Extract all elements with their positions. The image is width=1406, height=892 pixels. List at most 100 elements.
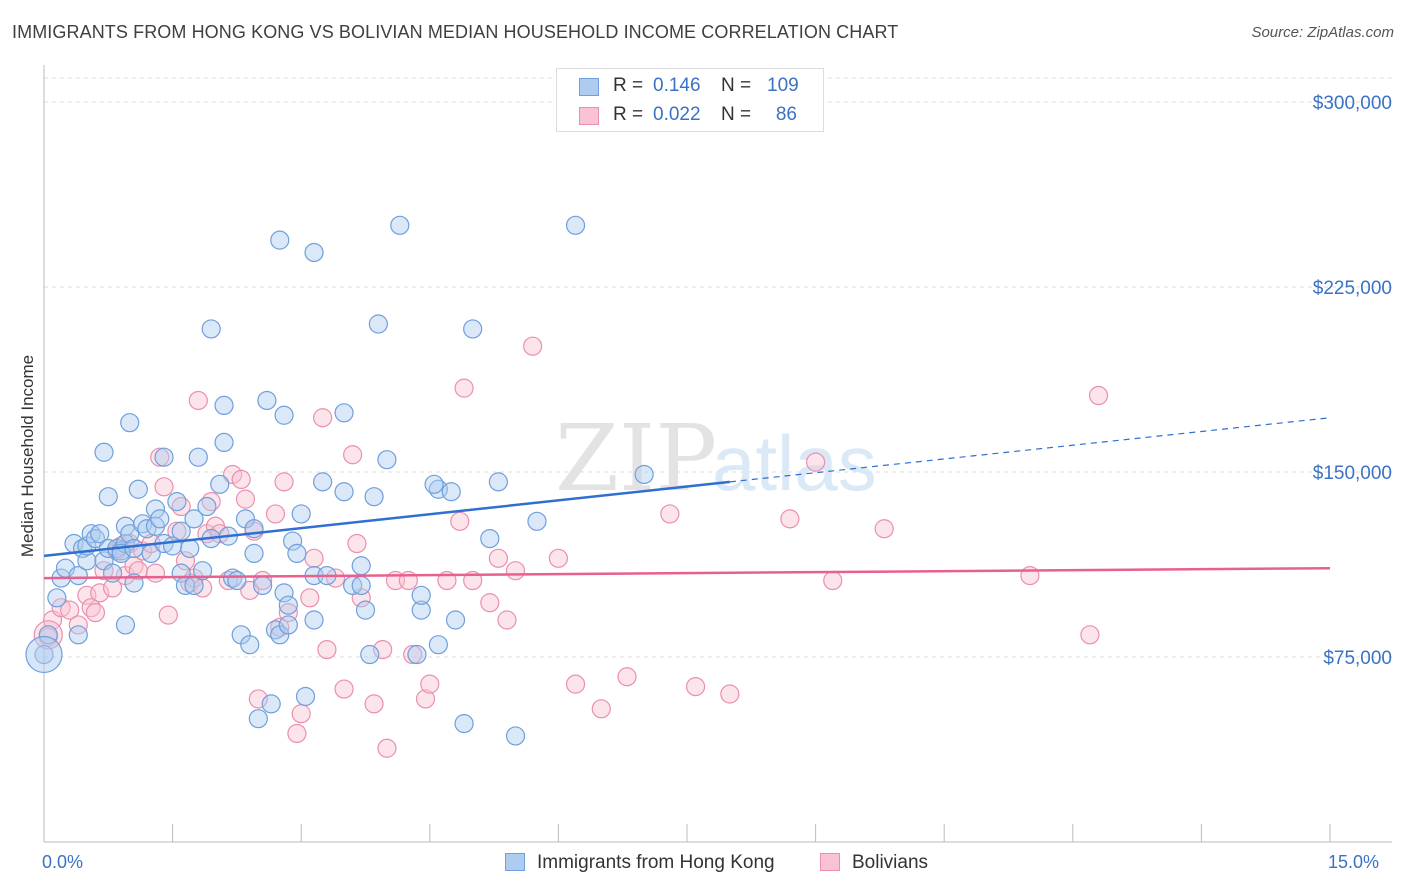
data-point — [450, 511, 470, 531]
data-point — [68, 615, 88, 635]
data-point — [377, 738, 397, 758]
data-point — [244, 543, 264, 564]
y-tick-label: $300,000 — [1313, 93, 1392, 114]
data-point — [685, 676, 706, 697]
data-point — [364, 487, 384, 507]
data-point — [85, 602, 106, 623]
trend-lines — [43, 417, 1331, 580]
data-point — [415, 689, 436, 709]
data-point — [823, 570, 843, 591]
data-point — [591, 699, 611, 719]
trend-line-hong-kong — [43, 480, 731, 558]
data-point — [480, 528, 500, 549]
data-point — [488, 548, 508, 568]
data-point — [334, 403, 354, 423]
bottom-legend-swatch-pink — [820, 853, 840, 871]
data-point — [343, 445, 363, 465]
data-point — [780, 509, 800, 529]
data-point — [454, 378, 474, 398]
data-point — [428, 635, 448, 655]
legend-row-bolivians: R = 0.022 N = 86 — [557, 100, 823, 130]
data-point — [445, 610, 466, 630]
watermark: ZIP atlas — [555, 405, 877, 512]
data-point — [565, 215, 586, 235]
data-point — [261, 694, 281, 714]
bottom-legend-swatch-blue — [505, 853, 525, 871]
data-point — [295, 686, 316, 707]
data-point — [407, 644, 427, 665]
data-point — [90, 524, 110, 544]
data-point — [454, 713, 474, 734]
data-point — [304, 242, 324, 263]
data-point — [287, 543, 307, 564]
data-point — [167, 521, 187, 541]
data-point — [304, 548, 324, 568]
legend-row-hong-kong: R = 0.146 N = 109 — [557, 71, 823, 101]
data-point — [527, 511, 547, 531]
data-point — [270, 230, 290, 250]
data-point — [150, 447, 170, 467]
legend-r-value: 0.146 — [653, 75, 701, 96]
data-point — [175, 551, 196, 571]
data-point — [360, 644, 380, 665]
chart-title: IMMIGRANTS FROM HONG KONG VS BOLIVIAN ME… — [12, 22, 899, 42]
x-tick-label-max: 15.0% — [1328, 852, 1380, 872]
x-tick-label-min: 0.0% — [42, 852, 84, 872]
data-point — [120, 413, 140, 433]
correlation-legend: R = 0.146 N = 109 R = 0.022 N = 86 — [556, 68, 824, 132]
data-point — [411, 600, 431, 620]
data-point — [68, 565, 88, 586]
data-point — [283, 531, 303, 551]
y-axis-title: Median Household Income — [18, 354, 37, 558]
trend-line-hong-kong-extension — [729, 417, 1331, 483]
data-point — [441, 482, 461, 502]
legend-r-label: R = — [613, 75, 644, 96]
data-point — [488, 472, 508, 492]
data-point — [102, 563, 123, 583]
data-point — [90, 583, 110, 603]
data-point — [1088, 385, 1109, 406]
data-point — [805, 452, 826, 472]
watermark-zip: ZIP — [555, 405, 717, 512]
data-point — [214, 432, 234, 452]
data-point — [548, 548, 569, 568]
data-point — [248, 689, 268, 709]
legend-r-label: R = — [613, 104, 644, 125]
bottom-legend-label: Immigrants from Hong Kong — [537, 852, 775, 873]
bottom-legend-label: Bolivians — [852, 852, 929, 873]
watermark-atlas: atlas — [712, 419, 877, 507]
data-point — [115, 615, 136, 635]
data-point — [145, 499, 166, 519]
data-point — [167, 492, 187, 512]
data-point — [351, 556, 371, 576]
data-point — [274, 472, 294, 492]
data-point — [304, 610, 324, 630]
data-point — [377, 450, 397, 470]
legend-swatch-blue — [579, 78, 599, 96]
data-point — [154, 477, 174, 497]
data-point — [874, 519, 894, 539]
series-bolivians-points — [33, 336, 1109, 758]
data-point — [240, 635, 260, 655]
data-point — [197, 496, 217, 517]
data-point — [253, 575, 273, 596]
data-point — [317, 639, 337, 660]
data-point — [313, 472, 333, 492]
data-point — [497, 610, 517, 630]
chart-source: Source: ZipAtlas.com — [1251, 24, 1394, 41]
data-point — [373, 639, 393, 660]
data-point — [351, 575, 371, 596]
legend-r-value: 0.022 — [653, 104, 701, 125]
y-tick-label: $225,000 — [1313, 278, 1392, 299]
data-point — [124, 538, 144, 559]
data-point — [720, 684, 740, 704]
data-point — [158, 605, 178, 625]
data-point — [145, 563, 166, 583]
data-point — [287, 723, 307, 744]
y-tick-label: $150,000 — [1313, 463, 1392, 484]
data-point — [505, 726, 526, 746]
data-point — [368, 314, 388, 334]
data-point — [634, 464, 654, 485]
data-point — [274, 405, 294, 425]
